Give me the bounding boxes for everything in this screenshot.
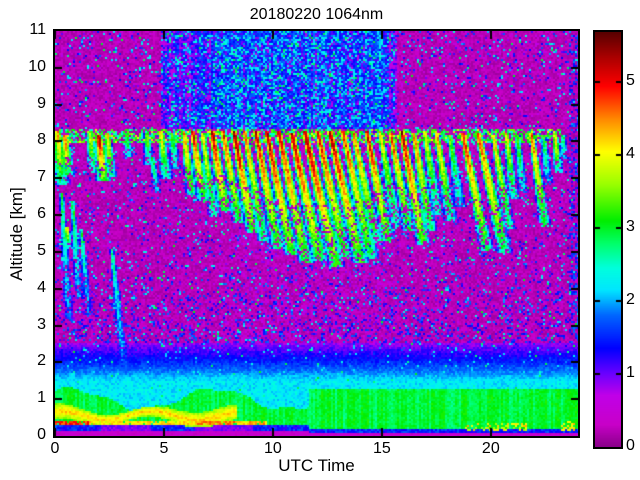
x-tick-label: 10 — [264, 440, 282, 457]
colorbar-tick-label: 1 — [626, 364, 635, 382]
y-tick-label: 10 — [28, 57, 46, 75]
y-tick-label: 11 — [29, 21, 46, 38]
x-tick-label: 20 — [481, 440, 500, 457]
chart-title: 20180220 1064nm — [249, 6, 384, 23]
plot-area-frame — [53, 29, 580, 438]
x-tick-label: 0 — [50, 440, 60, 457]
y-tick-label: 8 — [37, 131, 46, 149]
y-axis-label: Altitude [km] — [7, 187, 26, 281]
y-tick-label: 5 — [37, 241, 46, 259]
x-tick-label: 5 — [159, 440, 169, 457]
y-tick-label: 9 — [37, 94, 46, 112]
y-tick-label: 4 — [37, 278, 46, 296]
colorbar-canvas — [595, 32, 621, 447]
y-tick-label: 3 — [37, 315, 46, 333]
y-tick-label: 0 — [37, 426, 46, 443]
colorbar-tick-label: 0 — [626, 437, 635, 454]
y-tick-label: 6 — [37, 205, 46, 223]
colorbar-tick-label: 2 — [626, 291, 635, 309]
heatmap-canvas — [55, 31, 578, 436]
y-tick-label: 2 — [37, 352, 46, 370]
colorbar-tick-label: 3 — [626, 218, 635, 236]
colorbar-frame — [593, 30, 623, 449]
x-tick-label: 15 — [372, 440, 391, 457]
y-tick-label: 7 — [37, 168, 46, 186]
colorbar-tick-label: 4 — [626, 145, 635, 163]
y-tick-label: 1 — [37, 389, 46, 407]
x-axis-label: UTC Time — [278, 456, 355, 475]
colorbar-tick-label: 5 — [626, 72, 635, 90]
